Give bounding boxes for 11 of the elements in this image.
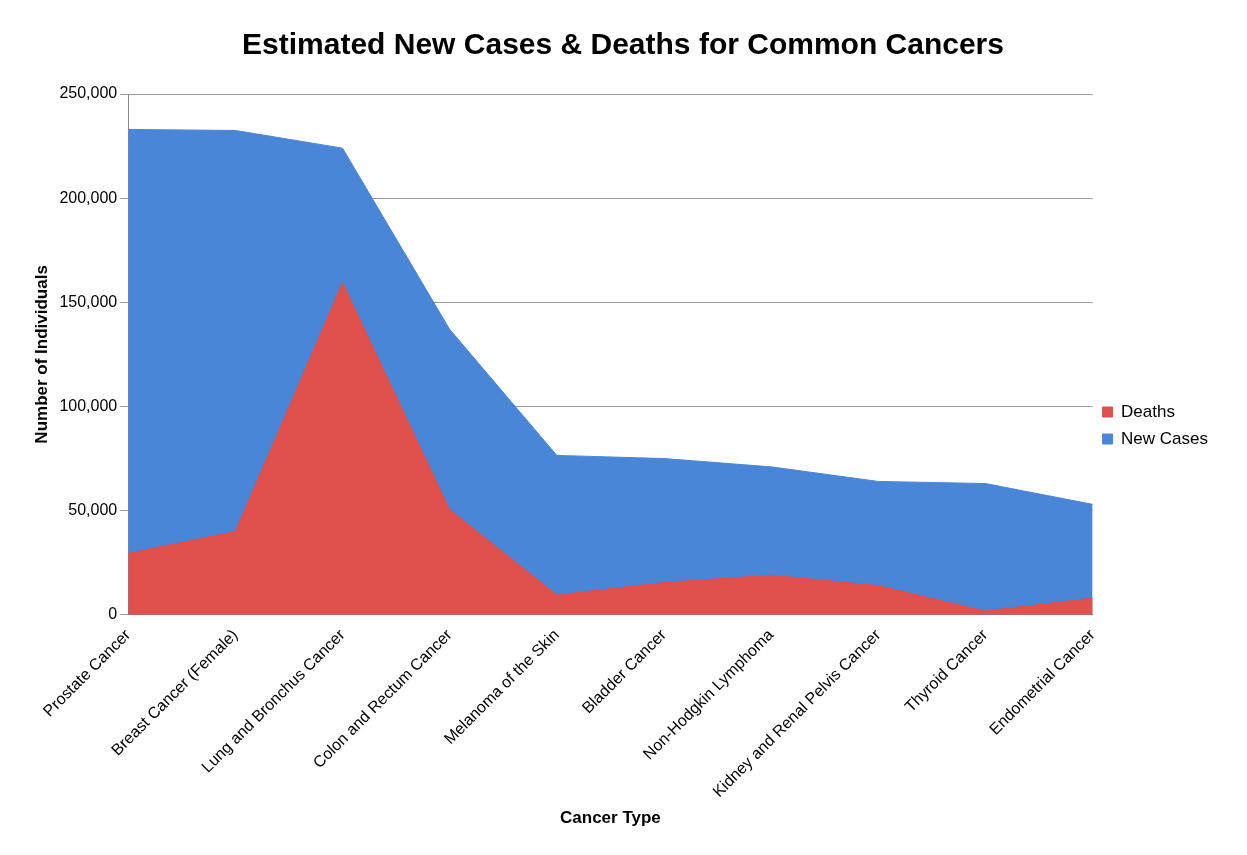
y-tick-label: 200,000 [59, 188, 118, 206]
y-tick-label: 100,000 [59, 396, 118, 414]
legend-label: New Cases [1121, 428, 1208, 448]
chart-title: Estimated New Cases & Deaths for Common Cancers [242, 27, 1004, 61]
x-axis-title: Cancer Type [560, 808, 661, 828]
legend-label: Deaths [1121, 401, 1175, 421]
y-tick-label: 0 [108, 605, 118, 623]
y-axis-title: Number of Individuals [31, 265, 51, 444]
y-tick-label: 150,000 [59, 292, 118, 310]
y-tick-label: 250,000 [59, 84, 118, 102]
y-tick-label: 50,000 [68, 501, 118, 519]
